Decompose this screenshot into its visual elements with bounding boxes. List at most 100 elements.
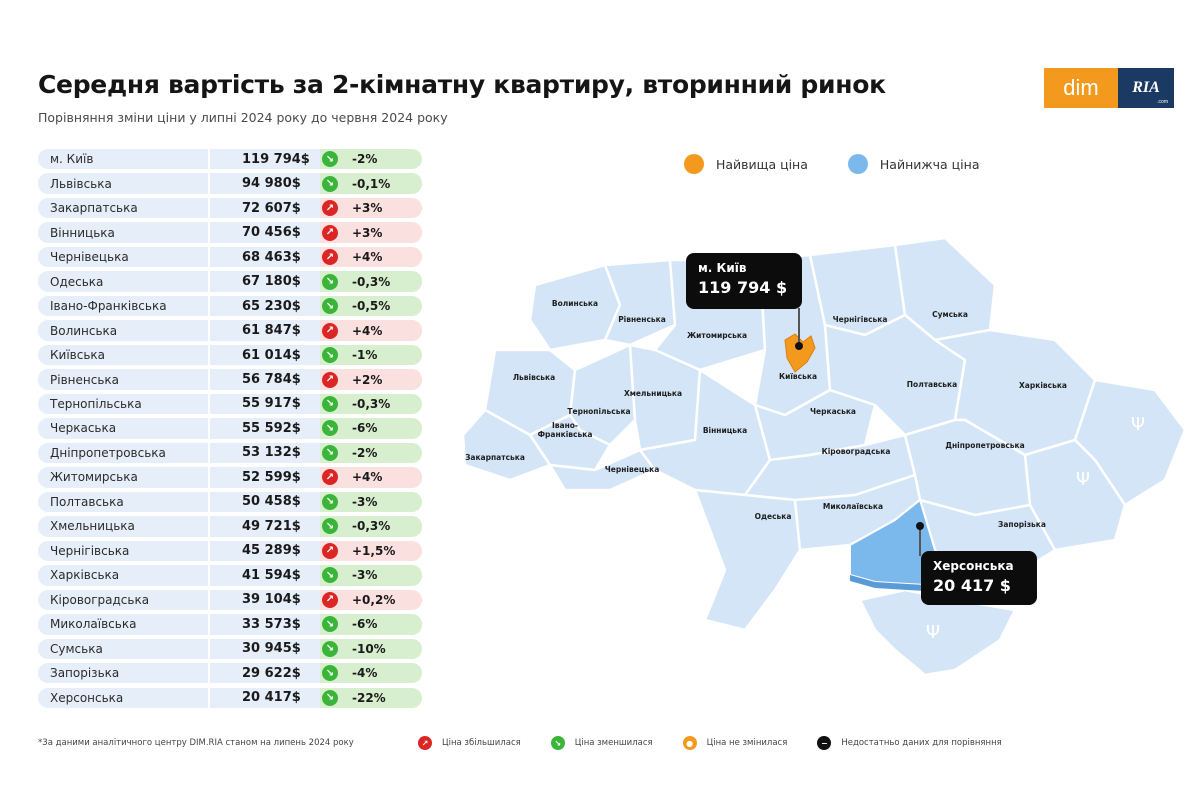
table-row: Запорізька 29 622$ ↘ -4% — [38, 663, 422, 684]
region-name: Київська — [38, 344, 208, 366]
price-value: 33 573$ — [210, 614, 320, 635]
circle-icon: ● — [682, 736, 697, 750]
legend-lowest: Найнижча ціна — [847, 154, 979, 174]
table-row: Харківська 41 594$ ↘ -3% — [38, 565, 422, 586]
region-name: Черкаська — [38, 418, 208, 439]
region-name: Хмельницька — [38, 516, 208, 537]
arrow-down-icon: ↘ — [322, 518, 338, 535]
table-row: Чернігівська 45 289$ ↗ +1,5% — [38, 540, 422, 562]
region-name: м. Київ — [38, 149, 208, 170]
divider — [208, 467, 210, 488]
table-row: Житомирська 52 599$ ↗ +4% — [38, 467, 422, 488]
divider — [208, 369, 210, 390]
table-row: Львівська 94 980$ ↘ -0,1% — [38, 173, 422, 194]
arrow-up-icon: ↗ — [322, 542, 338, 559]
arrow-down-icon: ↘ — [322, 493, 338, 510]
table-row: Херсонська 20 417$ ↘ -22% — [38, 687, 422, 708]
change-value: -0,1% — [352, 176, 391, 191]
region-name: Закарпатська — [38, 197, 208, 219]
price-value: 61 014$ — [210, 344, 320, 366]
change-cell: ↘ -4% — [320, 663, 422, 684]
change-cell: ↘ -0,3% — [320, 271, 422, 292]
price-value: 39 104$ — [210, 589, 320, 611]
arrow-down-icon: ↘ — [322, 347, 338, 364]
arrow-up-icon: ↗ — [322, 322, 338, 339]
change-value: -10% — [352, 641, 386, 656]
svg-text:Сумська: Сумська — [932, 310, 968, 319]
arrow-up-icon: ↗ — [322, 469, 338, 486]
change-cell: ↗ +4% — [320, 246, 422, 268]
svg-text:Чернігівська: Чернігівська — [833, 315, 888, 324]
price-value: 65 230$ — [210, 295, 320, 317]
table-row: Рівненська 56 784$ ↗ +2% — [38, 369, 422, 390]
price-value: 49 721$ — [210, 516, 320, 537]
arrow-down-icon: ↘ — [322, 298, 338, 315]
arrow-up-icon: ↗ — [322, 200, 338, 217]
svg-text:Івано-: Івано- — [552, 421, 578, 430]
divider — [208, 589, 210, 611]
change-cell: ↗ +4% — [320, 320, 422, 341]
divider — [208, 516, 210, 537]
region-name: Житомирська — [38, 467, 208, 488]
dimria-logo: dim RIA .com — [1044, 68, 1174, 108]
change-cell: ↗ +3% — [320, 197, 422, 219]
svg-text:Харківська: Харківська — [1019, 381, 1067, 390]
svg-text:Хмельницька: Хмельницька — [624, 389, 682, 398]
change-value: -6% — [352, 421, 378, 436]
table-row: Закарпатська 72 607$ ↗ +3% — [38, 197, 422, 219]
table-row: Івано-Франківська 65 230$ ↘ -0,5% — [38, 295, 422, 317]
divider — [208, 197, 210, 219]
change-cell: ↗ +0,2% — [320, 589, 422, 611]
change-cell: ↘ -6% — [320, 418, 422, 439]
divider — [208, 491, 210, 513]
divider — [208, 638, 210, 659]
price-value: 70 456$ — [210, 222, 320, 243]
footer: *За даними аналітичного центру DIM.RIA с… — [38, 736, 1168, 750]
change-cell: ↘ -6% — [320, 614, 422, 635]
change-value: +4% — [352, 250, 383, 265]
change-value: +2% — [352, 372, 383, 387]
change-value: -2% — [352, 445, 378, 460]
price-value: 52 599$ — [210, 467, 320, 488]
change-cell: ↘ -2% — [320, 442, 422, 464]
change-cell: ↗ +3% — [320, 222, 422, 243]
page-subtitle: Порівняння зміни ціни у липні 2024 року … — [38, 110, 448, 125]
change-value: +1,5% — [352, 543, 396, 558]
orange-dot-icon — [684, 154, 704, 174]
divider — [208, 344, 210, 366]
callout-highest-price: м. Київ 119 794 $ — [686, 253, 802, 309]
price-value: 30 945$ — [210, 638, 320, 659]
legend-no-data: − Недостатньо даних для порівняння — [817, 736, 1002, 750]
svg-text:Львівська: Львівська — [513, 373, 555, 382]
blue-dot-icon — [847, 154, 868, 174]
logo-ria: RIA .com — [1118, 68, 1174, 108]
arrow-down-icon: ↘ — [322, 689, 338, 706]
change-value: -3% — [352, 494, 378, 509]
region-kyiv-city — [784, 333, 816, 373]
divider — [208, 320, 210, 341]
legend-highest: Найвища ціна — [684, 154, 808, 174]
ukraine-map: Ψ Ψ Ψ Волинська Рівненська Житомирська Л… — [455, 230, 1190, 680]
divider — [208, 246, 210, 268]
price-value: 119 794$ — [210, 149, 320, 170]
svg-text:Закарпатська: Закарпатська — [465, 453, 525, 462]
price-value: 29 622$ — [210, 663, 320, 684]
tryzub-icon: Ψ — [1131, 414, 1145, 435]
divider — [208, 149, 210, 170]
region-name: Львівська — [38, 173, 208, 194]
price-value: 94 980$ — [210, 173, 320, 194]
change-cell: ↘ -10% — [320, 638, 422, 659]
minus-icon: − — [817, 736, 832, 750]
region-name: Одеська — [38, 271, 208, 292]
change-value: -1% — [352, 348, 378, 363]
change-cell: ↘ -0,3% — [320, 393, 422, 415]
arrow-down-icon: ↘ — [322, 616, 338, 633]
change-cell: ↘ -0,3% — [320, 516, 422, 537]
price-value: 72 607$ — [210, 197, 320, 219]
change-value: -0,3% — [352, 274, 391, 289]
table-row: Чернівецька 68 463$ ↗ +4% — [38, 246, 422, 268]
svg-text:Вінницька: Вінницька — [703, 426, 747, 435]
divider — [208, 271, 210, 292]
svg-text:Франківська: Франківська — [538, 430, 593, 439]
map-legend: Найвища ціна Найнижча ціна — [684, 154, 1019, 174]
